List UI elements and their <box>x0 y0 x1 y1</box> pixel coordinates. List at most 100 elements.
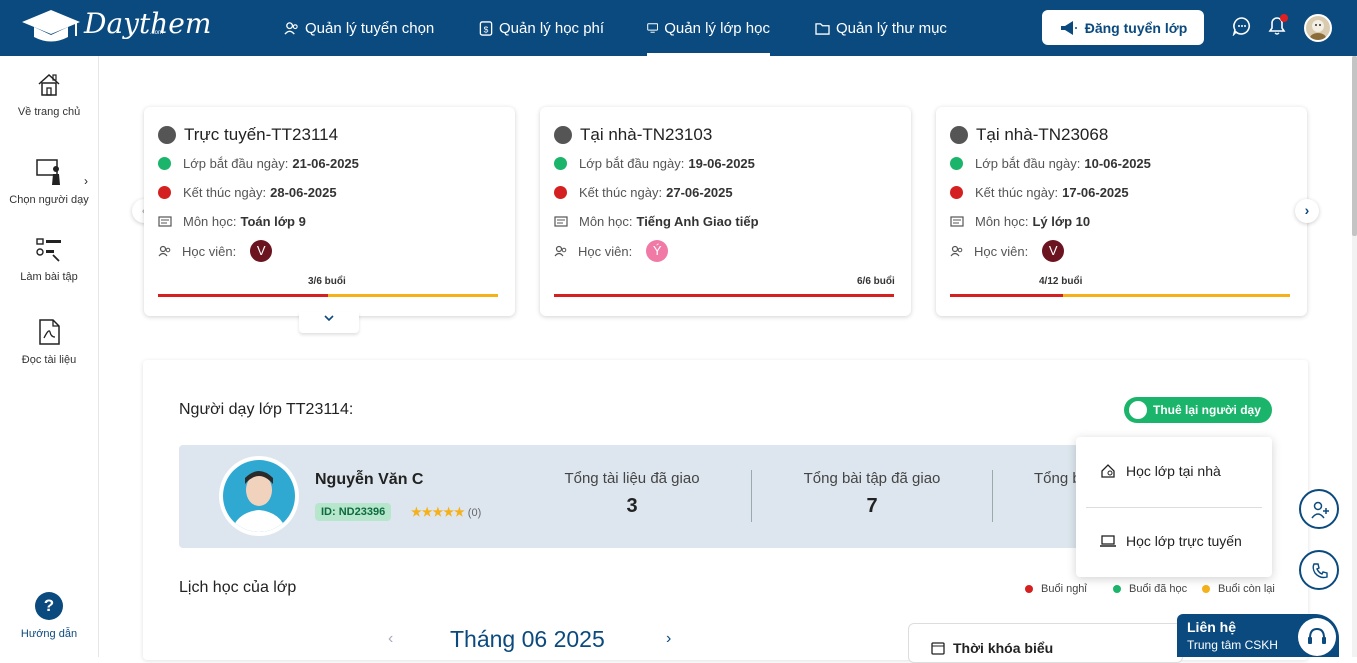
nav-tuition[interactable]: $ Quản lý học phí <box>479 0 604 56</box>
teacher-info-card: Nguyễn Văn C ID: ND23396 ★★★★★ (0) Tổng t… <box>179 445 1179 548</box>
star-rating-icon: ★★★★★ <box>411 505 465 519</box>
class-card[interactable]: Trực tuyến-TT23114 Lớp bắt đầu ngày: 21-0… <box>144 107 515 316</box>
student-avatar[interactable]: V <box>250 240 273 262</box>
nav-label: Quản lý tuyển chọn <box>305 19 435 37</box>
end-date: 28-06-2025 <box>270 185 337 200</box>
subject-label: Môn học: <box>183 214 237 229</box>
option-label: Học lớp tại nhà <box>1126 463 1221 479</box>
home-class-icon <box>1101 464 1115 478</box>
subject-row: Môn học: Lý lớp 10 <box>950 214 1090 229</box>
nav-label: Quản lý lớp học <box>664 19 770 37</box>
progress-bar <box>158 294 498 297</box>
legend-label: Buổi nghỉ <box>1041 583 1087 595</box>
rehire-label: Thuê lại người dạy <box>1153 403 1261 417</box>
notification-dot <box>1280 14 1288 22</box>
red-dot-icon <box>1025 585 1033 593</box>
progress-bar <box>554 294 894 297</box>
brand-logo[interactable]: Daythem <box>20 8 211 44</box>
month-label: Tháng 06 2025 <box>450 626 605 652</box>
nav-recruitment[interactable]: Quản lý tuyển chọn <box>284 0 434 56</box>
teacher-panel: Người dạy lớp TT23114: Thuê lại người dạ… <box>143 360 1308 663</box>
avatar-image-icon <box>1310 20 1326 40</box>
progress-fill <box>950 294 1063 297</box>
student-avatar[interactable]: Ý <box>646 240 669 262</box>
book-icon <box>950 216 964 227</box>
nav-label: Quản lý học phí <box>499 19 605 37</box>
card-title-text: Tại nhà-TN23103 <box>580 125 713 144</box>
card-title: Trực tuyến-TT23114 <box>158 125 338 145</box>
brand-name: Daythem <box>84 7 212 40</box>
timetable-label: Thời khóa biểu <box>953 640 1054 656</box>
start-date-row: Lớp bắt đầu ngày: 21-06-2025 <box>158 156 359 171</box>
end-date-row: Kết thúc ngày: 27-06-2025 <box>554 185 733 200</box>
subject-label: Môn học: <box>975 214 1029 229</box>
stat-label: Tổng bài tập đã giao <box>803 470 941 487</box>
end-date: 17-06-2025 <box>1062 185 1129 200</box>
legend-done: Buổi đã học <box>1113 583 1187 595</box>
sidebar-item-documents[interactable]: Đọc tài liệu <box>0 318 98 366</box>
orange-dot-icon <box>1202 585 1210 593</box>
post-class-button[interactable]: Đăng tuyển lớp <box>1042 10 1204 45</box>
brand-domain: .com <box>150 30 164 36</box>
teacher-photo-icon <box>231 471 287 532</box>
add-user-button[interactable] <box>1299 489 1339 529</box>
sidebar: Về trang chủ Chọn người dạy › Làm bài tậ… <box>0 56 99 657</box>
option-home-class[interactable]: Học lớp tại nhà <box>1100 463 1221 479</box>
sidebar-item-choose-teacher[interactable]: Chọn người dạy <box>0 158 98 206</box>
student-avatar[interactable]: V <box>1042 240 1065 262</box>
chevron-down-icon <box>324 315 334 322</box>
money-icon: $ <box>479 20 493 36</box>
chevron-right-icon[interactable]: › <box>84 174 88 188</box>
subject-value: Lý lớp 10 <box>1032 214 1091 229</box>
next-month-button[interactable]: › <box>666 630 672 647</box>
legend-label: Buổi đã học <box>1129 583 1188 595</box>
sidebar-item-help[interactable]: ? Hướng dẫn <box>0 592 98 640</box>
class-card[interactable]: Tại nhà-TN23103 Lớp bắt đầu ngày: 19-06-2… <box>540 107 911 316</box>
progress-fill <box>554 294 894 297</box>
page-scrollbar[interactable] <box>1352 56 1357 657</box>
class-card[interactable]: Tại nhà-TN23068 Lớp bắt đầu ngày: 10-06-2… <box>936 107 1307 316</box>
end-label: Kết thúc ngày: <box>183 185 267 200</box>
nav-folders[interactable]: Quản lý thư mục <box>815 0 947 56</box>
sidebar-item-homework[interactable]: Làm bài tập <box>0 237 98 283</box>
progress-label: 4/12 buổi <box>1039 276 1083 287</box>
stat-homework: Tổng bài tập đã giao 7 <box>752 470 992 518</box>
students-row: Học viên: V <box>158 240 273 262</box>
contact-title: Liên hệ <box>1187 619 1237 635</box>
teacher-rating: ★★★★★ (0) <box>411 505 481 519</box>
timetable-card[interactable]: Thời khóa biểu <box>908 623 1183 663</box>
customer-support-button[interactable]: Liên hệ Trung tâm CSKH <box>1177 614 1339 657</box>
prev-month-button[interactable]: ‹ <box>388 630 394 647</box>
phone-icon <box>1312 563 1328 579</box>
teacher-id-badge: ID: ND23396 <box>315 503 392 521</box>
expand-card-button[interactable] <box>299 312 359 333</box>
legend-remaining: Buổi còn lại <box>1202 583 1275 595</box>
divider <box>1086 507 1262 508</box>
divider <box>992 470 993 522</box>
red-dot-icon <box>158 186 171 199</box>
book-icon <box>158 216 172 227</box>
stat-value: 7 <box>866 495 878 517</box>
end-date-row: Kết thúc ngày: 17-06-2025 <box>950 185 1129 200</box>
rehire-teacher-button[interactable]: Thuê lại người dạy <box>1124 397 1272 423</box>
top-navbar: Daythem .com Quản lý tuyển chọn $ Quản l… <box>0 0 1357 56</box>
stat-documents: Tổng tài liệu đã giao 3 <box>512 470 752 518</box>
laptop-icon <box>1100 535 1116 547</box>
call-button[interactable] <box>1299 550 1339 590</box>
carousel-next-button[interactable]: › <box>1295 199 1319 223</box>
teacher-avatar[interactable] <box>219 456 299 536</box>
chat-icon[interactable] <box>1232 16 1252 36</box>
sidebar-item-label: Về trang chủ <box>17 106 81 118</box>
students-row: Học viên: Ý <box>554 240 669 262</box>
progress-fill <box>158 294 328 297</box>
option-online-class[interactable]: Học lớp trực tuyến <box>1100 533 1242 549</box>
red-dot-icon <box>554 186 567 199</box>
divider <box>751 470 752 522</box>
user-avatar[interactable] <box>1304 14 1332 42</box>
legend-label: Buổi còn lại <box>1218 583 1275 595</box>
nav-classes[interactable]: Quản lý lớp học <box>647 0 770 56</box>
start-date: 10-06-2025 <box>1084 156 1151 171</box>
sidebar-item-home[interactable]: Về trang chủ <box>0 72 98 118</box>
scrollbar-thumb[interactable] <box>1352 56 1357 236</box>
teacher-name: Nguyễn Văn C <box>315 471 424 488</box>
